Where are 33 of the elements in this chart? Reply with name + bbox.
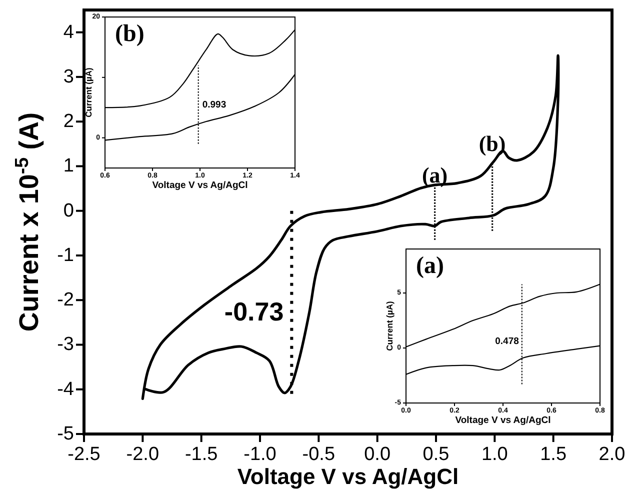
chart-title: (a) xyxy=(416,253,444,279)
y-tick-label: 3 xyxy=(63,66,74,88)
x-tick-label: -0.5 xyxy=(302,444,336,466)
x-tick-label: -1.0 xyxy=(244,444,276,466)
x-tick-label: 1.5 xyxy=(540,444,567,466)
y-tick-label: 4 xyxy=(63,22,74,43)
x-tick-label: -2.5 xyxy=(68,444,100,466)
x-tick-label: 2.0 xyxy=(598,444,626,466)
y-axis-title: Current (µA) xyxy=(84,67,94,118)
ref-line-label: -0.73 xyxy=(224,296,284,326)
y-tick-label: -5 xyxy=(57,424,74,444)
x-tick-label: -2.0 xyxy=(126,444,160,466)
y-tick-label: 1 xyxy=(63,156,74,177)
y-tick-label: 2 xyxy=(63,111,74,132)
chart-title: (b) xyxy=(115,21,144,47)
x-tick-label: 0.5 xyxy=(422,444,450,466)
x-axis-title: Voltage V vs Ag/AgCl xyxy=(237,464,459,490)
y-tick-label: 0 xyxy=(63,200,74,222)
y-axis-title: Current (µA) xyxy=(384,300,395,351)
x-tick-label: 1.0 xyxy=(481,444,508,466)
y-tick-label: -4 xyxy=(57,378,74,400)
x-axis-title: Voltage V vs Ag/AgCl xyxy=(152,180,248,191)
y-tick-label: -2 xyxy=(57,290,74,311)
ref-line-label: (a) xyxy=(422,162,448,188)
y-tick-label: -1 xyxy=(57,244,74,266)
line-series xyxy=(141,54,560,400)
x-tick-label: -1.5 xyxy=(184,444,218,466)
ref-line-label: (b) xyxy=(478,131,506,156)
y-tick-label: -3 xyxy=(57,334,74,356)
x-axis-title: Voltage V vs Ag/AgCl xyxy=(455,414,551,426)
x-tick-label: 0.0 xyxy=(364,444,391,466)
ref-line-label: 0.478 xyxy=(495,336,519,347)
ref-line-label: 0.993 xyxy=(202,100,226,111)
